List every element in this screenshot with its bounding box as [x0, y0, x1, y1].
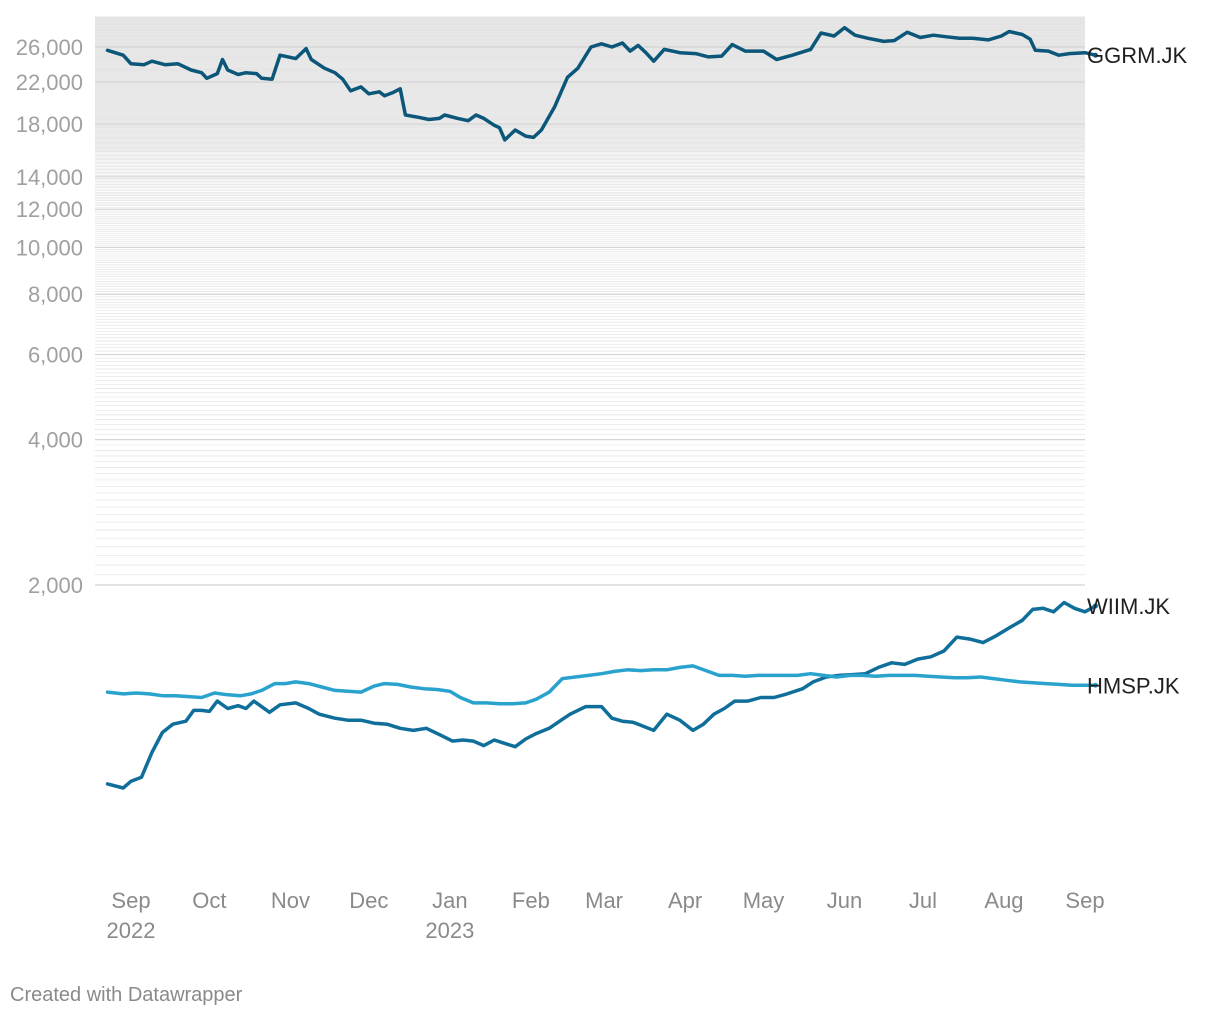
y-tick-label: 4,000: [28, 428, 83, 453]
grid-shade: [95, 16, 1085, 152]
series-end-point: [1092, 682, 1098, 688]
x-tick-sublabel: 2023: [425, 918, 474, 943]
y-tick-label: 12,000: [16, 197, 83, 222]
y-tick-label: 18,000: [16, 112, 83, 137]
x-tick-label: Jul: [909, 888, 937, 913]
y-tick-label: 26,000: [16, 35, 83, 60]
x-tick-label: Jun: [827, 888, 862, 913]
x-tick-label: Feb: [512, 888, 550, 913]
x-tick-label: May: [743, 888, 785, 913]
series-label-hmsp-jk: HMSP.JK: [1087, 673, 1180, 698]
y-tick-label: 22,000: [16, 70, 83, 95]
series-line-wiim-jk: [105, 600, 1098, 790]
series-line-ggrm-jk: [105, 25, 1098, 142]
minor-gridlines: [95, 16, 1085, 586]
x-tick-label: Oct: [192, 888, 226, 913]
y-tick-label: 10,000: [16, 235, 83, 260]
y-tick-label: 14,000: [16, 165, 83, 190]
series-label-wiim-jk: WIIM.JK: [1087, 594, 1170, 619]
x-tick-label: Sep: [111, 888, 150, 913]
series-end-point: [1092, 52, 1098, 58]
x-tick-label: Dec: [349, 888, 388, 913]
series-end-point: [1092, 603, 1098, 609]
y-tick-label: 6,000: [28, 343, 83, 368]
footer-credit: Created with Datawrapper: [10, 984, 243, 1006]
x-tick-label: Sep: [1065, 888, 1104, 913]
series-label-ggrm-jk: GGRM.JK: [1087, 43, 1188, 68]
x-tick-label: Aug: [984, 888, 1023, 913]
x-tick-label: Apr: [668, 888, 702, 913]
series-line-hmsp-jk: [105, 664, 1098, 706]
x-tick-sublabel: 2022: [107, 918, 156, 943]
x-tick-label: Mar: [585, 888, 623, 913]
x-tick-label: Nov: [271, 888, 310, 913]
y-tick-label: 8,000: [28, 282, 83, 307]
x-tick-label: Jan: [432, 888, 467, 913]
y-tick-label: 2,000: [28, 573, 83, 598]
